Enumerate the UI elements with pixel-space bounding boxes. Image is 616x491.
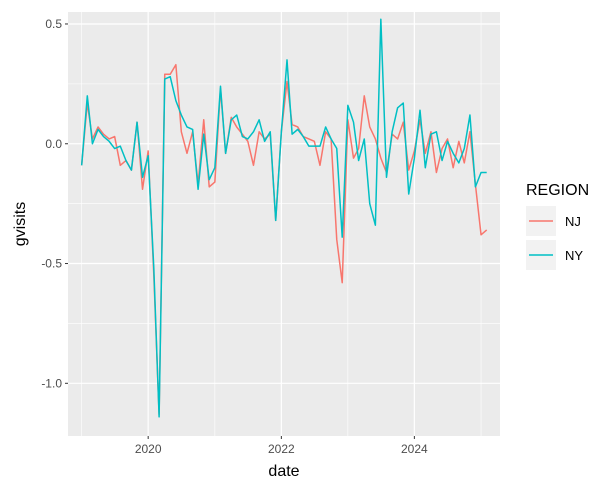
y-axis: 0.5 0.0 -0.5 -1.0 [41, 17, 68, 390]
y-tick-label: -0.5 [41, 257, 62, 271]
x-tick-label: 2024 [401, 442, 428, 456]
y-tick-label: 0.5 [45, 17, 62, 31]
x-axis-title: date [268, 463, 299, 480]
plot-panel [68, 12, 500, 436]
y-tick-label: -1.0 [41, 376, 62, 390]
legend: REGION NJ NY [526, 182, 589, 270]
series-lines [80, 18, 488, 418]
legend-title: REGION [526, 182, 589, 199]
x-axis: 2020 2022 2024 [135, 436, 428, 456]
x-tick-label: 2020 [135, 442, 162, 456]
legend-label-ny: NY [565, 248, 583, 263]
x-tick-label: 2022 [268, 442, 295, 456]
major-gridlines [68, 12, 500, 436]
series-line-ny [80, 18, 487, 418]
y-tick-label: 0.0 [45, 137, 62, 151]
legend-label-nj: NJ [565, 214, 581, 229]
minor-gridlines [68, 12, 500, 436]
y-axis-title: gvisits [12, 202, 29, 246]
